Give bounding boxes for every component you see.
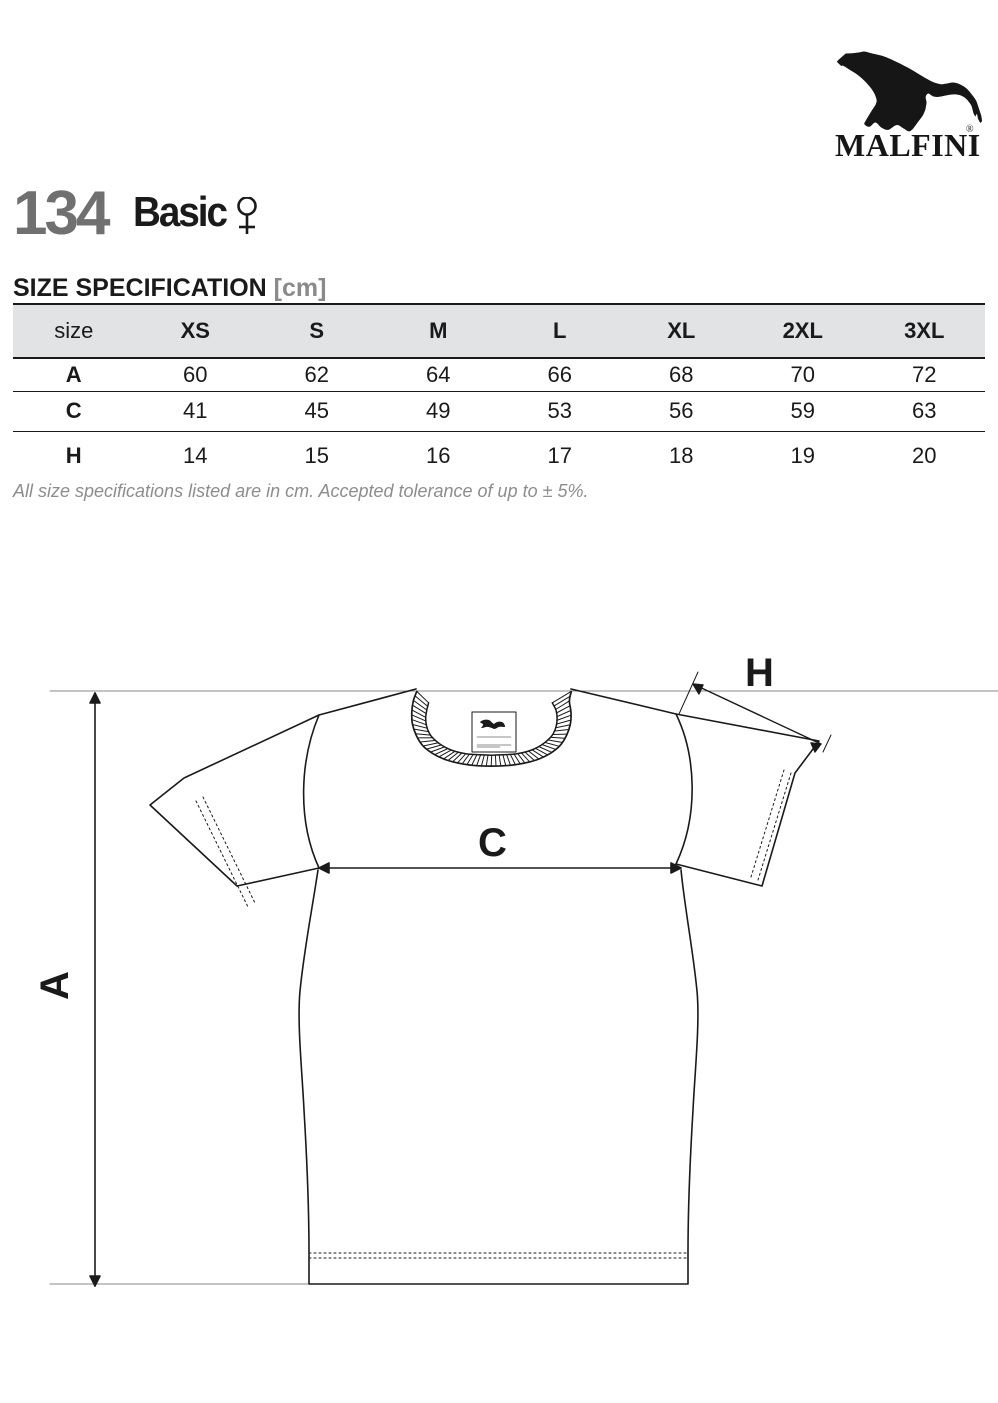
svg-text:®: ®: [966, 124, 974, 135]
svg-text:H: H: [745, 651, 774, 695]
svg-text:A: A: [33, 971, 77, 1000]
svg-text:C: C: [478, 821, 507, 865]
svg-text:MALFINI: MALFINI: [835, 127, 981, 163]
